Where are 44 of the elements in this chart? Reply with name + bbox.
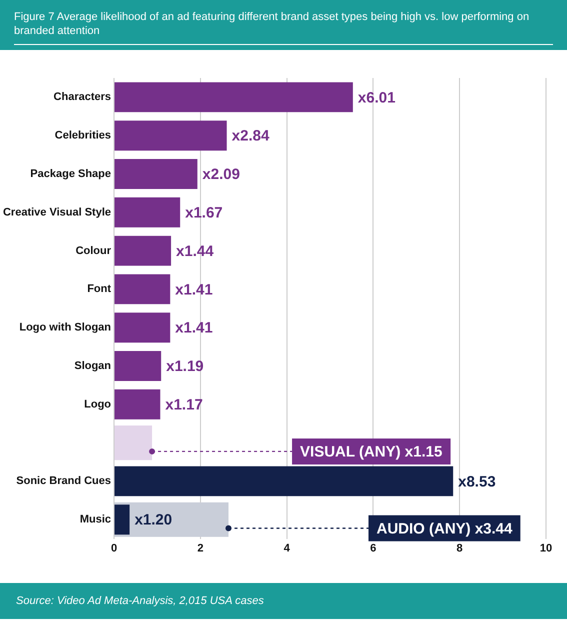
bar — [114, 82, 353, 112]
y-tick-label: Logo with Slogan — [19, 322, 112, 334]
data-label: VISUAL (ANY) x1.15 — [300, 444, 442, 461]
bar — [114, 351, 162, 381]
bar — [114, 426, 152, 460]
data-label: x2.84 — [232, 128, 270, 145]
bar — [114, 274, 170, 304]
y-tick-label: Font — [87, 283, 112, 296]
y-tick-label: Logo — [84, 398, 112, 410]
bar — [114, 312, 170, 343]
data-label: x6.01 — [358, 89, 396, 106]
bar — [114, 236, 172, 266]
bar — [114, 120, 227, 151]
data-label: x1.67 — [185, 204, 223, 222]
x-tick-label: 10 — [540, 542, 552, 554]
x-tick-label: 0 — [110, 542, 118, 554]
data-label: x2.09 — [202, 166, 240, 184]
data-label: x1.41 — [175, 281, 213, 298]
bar — [114, 466, 454, 496]
bar — [114, 197, 180, 228]
y-tick-label: Sonic Brand Cues — [16, 475, 112, 488]
data-label: AUDIO (ANY) x3.44 — [376, 520, 514, 538]
bar — [114, 504, 130, 535]
x-tick-label: 6 — [370, 542, 376, 554]
y-tick-label: Characters — [54, 91, 112, 104]
y-tick-label: Celebrities — [54, 130, 112, 142]
data-label: x1.41 — [175, 320, 213, 337]
source-note: Source: Video Ad Meta-Analysis, 2,015 USA cases — [0, 583, 567, 619]
data-label: x1.44 — [176, 242, 214, 260]
y-tick-label: Slogan — [74, 360, 112, 372]
data-label: x1.17 — [165, 396, 203, 414]
data-label: x1.19 — [166, 358, 204, 376]
data-label: x1.20 — [134, 512, 172, 529]
x-tick-label: 2 — [197, 542, 204, 554]
bar — [114, 159, 198, 189]
y-tick-label: Creative Visual Style — [2, 206, 112, 218]
data-label: x8.53 — [458, 473, 496, 490]
y-tick-label: Package Shape — [30, 168, 112, 180]
x-tick-label: 4 — [284, 542, 291, 554]
chart-title: Figure 7 Average likelihood of an ad featuring different brand asset types being high vs. low performing on branded attention — [14, 10, 553, 45]
bar — [114, 389, 160, 420]
y-tick-label: Music — [80, 514, 112, 526]
x-tick-label: 8 — [456, 542, 463, 554]
y-tick-label: Colour — [76, 244, 112, 257]
